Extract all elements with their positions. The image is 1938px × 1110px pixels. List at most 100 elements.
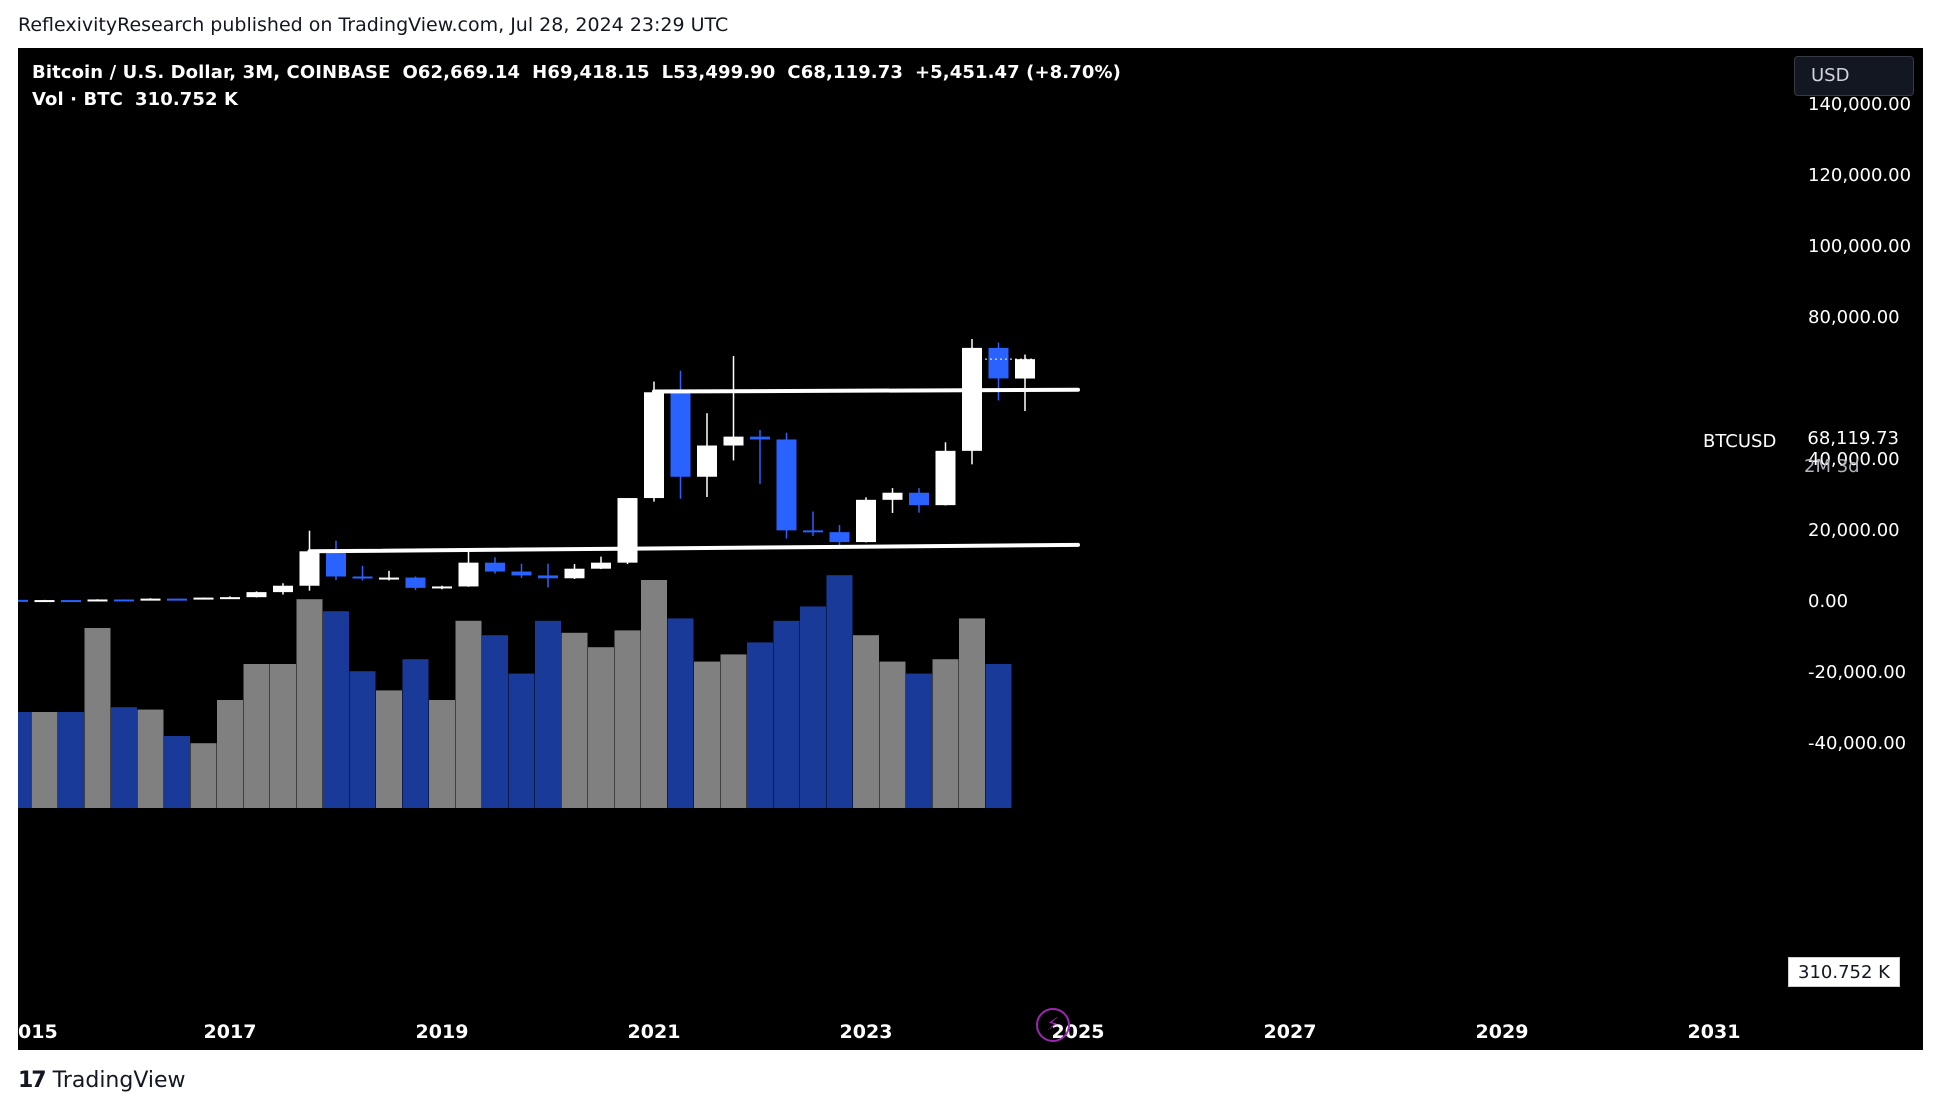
volume-bar [826, 575, 853, 808]
legend-close: C68,119.73 [787, 62, 903, 83]
candle-body [538, 575, 558, 579]
symbol-label: BTCUSD [1703, 431, 1777, 452]
volume-bar [959, 618, 985, 808]
y-tick-label: 100,000.00 [1808, 236, 1911, 257]
candle-body [485, 562, 505, 572]
volume-bar [323, 611, 349, 808]
volume-bar [720, 654, 747, 808]
y-tick-label: -40,000.00 [1808, 733, 1906, 754]
legend-pair[interactable]: Bitcoin / U.S. Dollar, 3M, COINBASE [32, 62, 391, 83]
volume-bar [18, 712, 31, 808]
volume-bar [402, 659, 429, 808]
candle-body [432, 586, 452, 589]
candle-body [511, 571, 532, 576]
x-tick-label: 2031 [1688, 1021, 1741, 1043]
volume-bar [508, 673, 535, 808]
tradingview-logo[interactable]: 17 TradingView [18, 1068, 186, 1093]
legend-change: +5,451.47 (+8.70%) [914, 62, 1121, 83]
y-tick-label: 140,000.00 [1808, 94, 1911, 115]
volume-bar [137, 709, 164, 808]
candle-body [962, 347, 982, 451]
legend-ohlc-row: Bitcoin / U.S. Dollar, 3M, COINBASE O62,6… [32, 62, 1133, 83]
y-tick-label: 120,000.00 [1808, 165, 1911, 186]
candle-body [723, 436, 744, 446]
candle-body [273, 585, 293, 593]
candle-body [458, 562, 479, 587]
candle-body [405, 577, 426, 588]
candle-body [379, 577, 399, 580]
volume-bar [84, 628, 111, 808]
volume-bar [641, 580, 667, 808]
candle-body [220, 597, 240, 600]
candle-body [591, 562, 611, 569]
volume-bar [906, 673, 932, 808]
volume-bar [535, 620, 561, 808]
volume-bar [800, 606, 826, 808]
volume-bar [561, 632, 588, 808]
last-price-label: 68,119.73 [1807, 428, 1899, 449]
volume-bar [773, 620, 800, 808]
x-tick-label: 015 [18, 1021, 58, 1043]
currency-button[interactable]: USD [1794, 56, 1914, 96]
y-tick-label: 20,000.00 [1808, 520, 1900, 541]
candle-body [193, 597, 214, 600]
volume-bar [296, 599, 323, 808]
candle-body [882, 492, 903, 500]
volume-bar [667, 618, 694, 808]
chart-canvas[interactable]: 140,000.00 120,000.00 100,000.00 80,000.00 4… [18, 48, 1923, 1050]
y-tick-label: -20,000.00 [1808, 662, 1906, 683]
volume-bar [932, 659, 959, 808]
candle-body [856, 499, 876, 543]
x-tick-label: 2019 [416, 1021, 469, 1043]
volume-bar [614, 630, 641, 808]
volume-bar [853, 635, 879, 808]
bar-countdown: 2M 3d [1804, 456, 1860, 477]
candle-body [140, 598, 161, 601]
candle-body [909, 492, 929, 506]
x-tick-label: 2017 [204, 1021, 257, 1043]
volume-bar [164, 736, 190, 808]
volume-bar [376, 690, 402, 808]
tradingview-brand: TradingView [52, 1068, 186, 1093]
volume-bar [190, 743, 217, 808]
candle-body [246, 592, 267, 598]
candle-body [776, 439, 797, 531]
candle-body [697, 445, 717, 477]
candle-body [803, 530, 823, 533]
candle-body [564, 568, 585, 579]
volume-bar [31, 712, 58, 808]
legend-volume-row: Vol · BTC 310.752 K [32, 89, 1133, 110]
chart-legend: Bitcoin / U.S. Dollar, 3M, COINBASE O62,6… [32, 62, 1133, 116]
x-tick-label: 2029 [1476, 1021, 1529, 1043]
x-tick-label: 2023 [840, 1021, 893, 1043]
candle-body [326, 551, 346, 577]
candle-body [61, 600, 81, 603]
volume-bar [588, 647, 614, 808]
volume-bar [747, 642, 773, 808]
candle-body [18, 599, 28, 602]
candle-body [935, 450, 956, 506]
candle-body [670, 392, 691, 477]
candle-body [829, 532, 850, 543]
candle-body [299, 551, 320, 586]
y-tick-label: 80,000.00 [1808, 307, 1900, 328]
legend-volume-value: 310.752 K [134, 89, 239, 110]
volume-bar [243, 664, 270, 808]
volume-bar [455, 620, 482, 808]
candle-body [750, 436, 770, 440]
publish-line: ReflexivityResearch published on Trading… [18, 14, 729, 36]
bolt-icon[interactable]: ⚡ [1036, 1008, 1070, 1042]
legend-volume-label[interactable]: Vol · BTC [32, 89, 123, 110]
volume-bar [217, 700, 243, 808]
chart-panel[interactable]: 140,000.00 120,000.00 100,000.00 80,000.00 4… [18, 48, 1923, 1050]
candle-body [644, 392, 664, 499]
trendline [307, 542, 1080, 554]
candle-body [988, 347, 1009, 379]
tradingview-logo-icon: 17 [18, 1068, 47, 1093]
candle-body [34, 600, 55, 603]
y-tick-label: 0.00 [1808, 591, 1848, 612]
volume-bar [111, 707, 137, 808]
volume-badge: 310.752 K [1788, 957, 1900, 987]
candle-body [1015, 359, 1035, 379]
volume-bar [349, 671, 376, 808]
